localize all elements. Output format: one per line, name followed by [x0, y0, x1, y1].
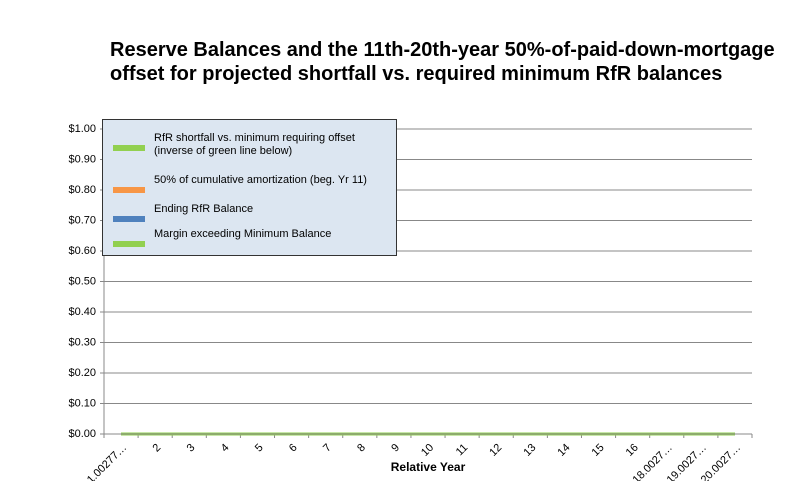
legend-swatch	[113, 145, 145, 151]
x-tick-label: 1.00277…	[85, 442, 129, 481]
legend-label: 50% of cumulative amortization (beg. Yr …	[154, 174, 367, 186]
y-tick-label: $0.60	[68, 245, 96, 257]
x-tick-label: 8	[355, 442, 368, 455]
x-axis-label: Relative Year	[391, 460, 466, 474]
y-tick-label: $0.00	[68, 428, 96, 440]
x-tick-label: 14	[555, 442, 572, 459]
x-tick-label: 9	[389, 442, 402, 455]
x-tick-label: 16	[624, 442, 641, 459]
y-tick-label: $0.80	[68, 184, 96, 196]
legend-swatch	[113, 187, 145, 193]
x-tick-label: 10	[419, 442, 436, 459]
legend-label: RfR shortfall vs. minimum requiring offs…	[154, 132, 355, 157]
y-tick-label: $0.20	[68, 367, 96, 379]
x-tick-label: 5	[253, 442, 266, 455]
x-tick-label: 4	[219, 442, 232, 455]
legend-label: Margin exceeding Minimum Balance	[154, 228, 332, 240]
x-tick-label: 2	[151, 442, 164, 455]
y-tick-label: $0.70	[68, 214, 96, 226]
legend-swatch	[113, 241, 145, 247]
legend-label: Ending RfR Balance	[154, 203, 254, 215]
x-tick-label: 11	[454, 442, 471, 459]
legend-swatch	[113, 216, 145, 222]
legend: RfR shortfall vs. minimum requiring offs…	[102, 119, 397, 256]
x-tick-label: 6	[287, 442, 300, 455]
y-tick-label: $0.50	[68, 275, 96, 287]
y-tick-label: $0.10	[68, 397, 96, 409]
x-tick-label: 3	[185, 442, 198, 455]
chart-title: Reserve Balances and the 11th-20th-year …	[110, 39, 775, 85]
y-tick-label: $0.40	[68, 306, 96, 318]
y-tick-label: $1.00	[68, 123, 96, 135]
y-tick-label: $0.90	[68, 153, 96, 165]
y-tick-label: $0.30	[68, 336, 96, 348]
x-tick-label: 12	[487, 442, 504, 459]
x-tick-label: 13	[521, 442, 538, 459]
x-tick-label: 7	[321, 442, 334, 455]
x-tick-label: 15	[590, 442, 607, 459]
